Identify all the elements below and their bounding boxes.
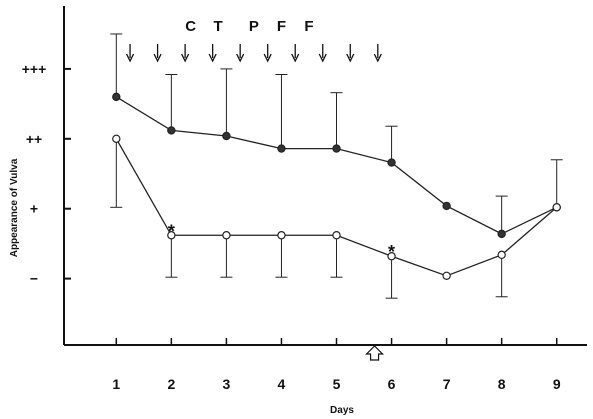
x-axis-label: Days — [330, 405, 354, 416]
data-point-open — [497, 250, 506, 260]
x-tick-label: 7 — [443, 376, 451, 392]
down-arrow-head — [291, 53, 300, 63]
data-point-open — [277, 231, 286, 240]
data-point-filled — [387, 158, 396, 167]
data-point-filled — [112, 92, 121, 102]
down-arrow-head — [125, 53, 135, 63]
top-label-letter: T — [214, 18, 223, 35]
top-label-letter: F — [277, 18, 286, 35]
y-axis-label: Appearance of Vulva — [9, 158, 20, 257]
down-arrow-head — [263, 53, 272, 63]
y-ticks: −++++++ — [22, 61, 71, 287]
data-point-open — [442, 271, 451, 281]
data-point-filled — [277, 144, 286, 153]
down-arrow-head — [318, 53, 327, 63]
data-point-open — [552, 203, 561, 212]
annotations: ** — [168, 221, 395, 262]
data-point-filled — [497, 229, 506, 239]
treatment-arrows — [125, 44, 385, 361]
down-arrow-head — [373, 53, 382, 63]
x-tick-label: 1 — [112, 376, 120, 392]
data-point-filled — [222, 131, 231, 141]
up-arrow — [365, 345, 385, 361]
down-arrow-head — [208, 53, 217, 63]
data-point-open — [222, 231, 231, 240]
x-tick-label: 2 — [167, 376, 175, 392]
top-label-letter: C — [185, 18, 196, 35]
y-tick-label: +++ — [22, 61, 47, 77]
data-points — [112, 92, 561, 281]
down-arrow-head — [153, 53, 162, 63]
data-point-open — [167, 231, 176, 240]
data-point-open — [387, 252, 396, 261]
top-label-letter: P — [249, 18, 259, 35]
down-arrow-head — [346, 53, 355, 63]
data-point-filled — [442, 201, 451, 211]
significance-asterisk: * — [168, 221, 175, 241]
data-point-filled — [167, 126, 176, 135]
x-tick-label: 3 — [223, 376, 231, 392]
error-bars — [110, 33, 563, 299]
x-tick-label: 6 — [388, 376, 396, 392]
x-tick-label: 9 — [553, 376, 561, 392]
data-point-filled — [332, 144, 341, 153]
significance-asterisk: * — [388, 242, 395, 262]
data-point-open — [112, 134, 121, 144]
down-arrow-head — [181, 53, 190, 63]
x-tick-label: 5 — [333, 376, 341, 392]
down-arrow-head — [236, 53, 245, 63]
top-label-letter: F — [304, 18, 313, 35]
x-tick-label: 4 — [278, 376, 286, 392]
y-tick-label: − — [30, 271, 38, 287]
y-tick-label: + — [30, 201, 38, 217]
x-ticks: 1 2 3 4 5 6 7 8 9 — [112, 338, 561, 392]
axes — [63, 6, 587, 346]
x-tick-label: 8 — [498, 376, 506, 392]
y-tick-label: ++ — [26, 131, 42, 147]
data-point-open — [332, 231, 341, 240]
